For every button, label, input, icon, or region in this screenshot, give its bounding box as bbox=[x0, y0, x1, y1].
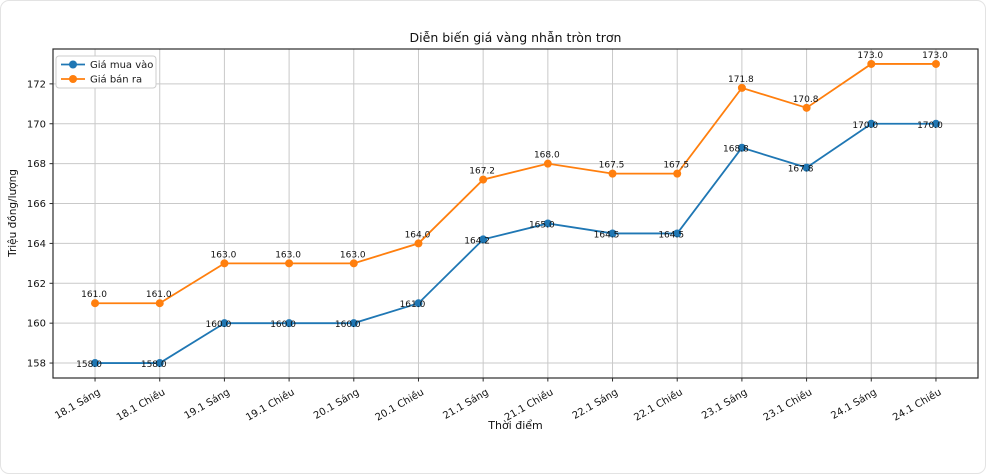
series-sell-line bbox=[91, 59, 940, 308]
svg-text:167.5: 167.5 bbox=[663, 161, 689, 171]
svg-text:Giá mua vào: Giá mua vào bbox=[90, 59, 153, 71]
svg-text:160.0: 160.0 bbox=[206, 320, 232, 330]
svg-text:163.0: 163.0 bbox=[211, 250, 237, 260]
svg-text:164: 164 bbox=[27, 239, 46, 250]
svg-text:19.1 Sáng: 19.1 Sáng bbox=[182, 386, 232, 422]
svg-text:167.8: 167.8 bbox=[788, 165, 814, 175]
svg-text:21.1 Sáng: 21.1 Sáng bbox=[441, 386, 491, 422]
chart-title: Diễn biến giá vàng nhẫn tròn trơn bbox=[409, 30, 622, 45]
svg-text:161.0: 161.0 bbox=[400, 300, 426, 310]
svg-text:158.0: 158.0 bbox=[141, 360, 167, 370]
data-point-marker bbox=[673, 169, 682, 178]
data-point-marker bbox=[673, 229, 682, 238]
svg-text:172: 172 bbox=[27, 79, 46, 90]
svg-text:164.0: 164.0 bbox=[405, 230, 431, 240]
data-point-marker bbox=[91, 359, 100, 368]
svg-text:170.8: 170.8 bbox=[793, 95, 819, 105]
data-point-marker bbox=[543, 159, 552, 168]
svg-text:23.1 Chiều: 23.1 Chiều bbox=[761, 386, 814, 423]
svg-text:160.0: 160.0 bbox=[270, 320, 296, 330]
svg-text:160.0: 160.0 bbox=[335, 320, 361, 330]
series-sell-value-labels: 161.0 161.0 163.0 163.0 163.0 164.0 167.2 168.0… bbox=[81, 51, 948, 300]
svg-text:158.0: 158.0 bbox=[76, 360, 102, 370]
svg-text:165.0: 165.0 bbox=[529, 220, 555, 230]
svg-text:19.1 Chiều: 19.1 Chiều bbox=[244, 386, 297, 423]
series-buy-value-labels: 158.0 158.0 160.0 160.0 160.0 161.0 164.2 165.0… bbox=[76, 121, 943, 370]
data-point-marker bbox=[220, 259, 229, 268]
data-point-marker bbox=[220, 319, 229, 328]
data-point-marker bbox=[737, 83, 746, 92]
svg-text:173.0: 173.0 bbox=[857, 51, 883, 61]
x-axis-ticks: 18.1 Sáng 18.1 Chiều 19.1 Sáng 19.1 Chiều 20… bbox=[53, 378, 944, 424]
svg-text:164.5: 164.5 bbox=[594, 230, 620, 240]
data-point-marker bbox=[479, 235, 488, 244]
svg-text:20.1 Chiều: 20.1 Chiều bbox=[373, 386, 426, 423]
svg-text:23.1 Sáng: 23.1 Sáng bbox=[700, 386, 750, 422]
svg-text:163.0: 163.0 bbox=[275, 250, 301, 260]
data-point-marker bbox=[931, 119, 940, 128]
svg-text:170: 170 bbox=[27, 119, 46, 130]
svg-text:166: 166 bbox=[27, 199, 46, 210]
svg-text:24.1 Chiều: 24.1 Chiều bbox=[891, 386, 944, 423]
legend-marker-icon bbox=[69, 60, 77, 69]
svg-text:164.2: 164.2 bbox=[464, 236, 490, 246]
svg-text:18.1 Chiều: 18.1 Chiều bbox=[114, 386, 167, 423]
svg-text:22.1 Chiều: 22.1 Chiều bbox=[632, 386, 685, 423]
legend-item: Giá mua vào bbox=[61, 59, 153, 71]
svg-text:Giá bán ra: Giá bán ra bbox=[90, 74, 142, 86]
data-point-marker bbox=[91, 299, 100, 308]
svg-text:161.0: 161.0 bbox=[81, 290, 107, 300]
svg-text:22.1 Sáng: 22.1 Sáng bbox=[570, 386, 620, 422]
svg-text:160: 160 bbox=[27, 319, 46, 330]
legend-item: Giá bán ra bbox=[61, 74, 142, 86]
data-point-marker bbox=[414, 299, 423, 308]
data-point-marker bbox=[155, 299, 164, 308]
data-point-marker bbox=[349, 259, 358, 268]
legend-marker-icon bbox=[69, 75, 77, 83]
data-point-marker bbox=[155, 359, 164, 368]
svg-text:167.5: 167.5 bbox=[599, 161, 625, 171]
svg-text:167.2: 167.2 bbox=[469, 167, 495, 177]
data-point-marker bbox=[802, 103, 811, 112]
data-point-marker bbox=[285, 259, 294, 268]
svg-text:170.0: 170.0 bbox=[852, 121, 878, 131]
svg-text:170.0: 170.0 bbox=[917, 121, 943, 131]
series-buy-line bbox=[91, 119, 940, 368]
data-point-marker bbox=[867, 119, 876, 128]
svg-text:18.1 Sáng: 18.1 Sáng bbox=[53, 386, 103, 422]
y-axis-ticks: 158 160 162 164 166 168 170 172 bbox=[27, 79, 53, 370]
svg-text:21.1 Chiều: 21.1 Chiều bbox=[503, 386, 556, 423]
data-point-marker bbox=[349, 319, 358, 328]
svg-text:168: 168 bbox=[27, 159, 46, 170]
legend: Giá mua vào Giá bán ra bbox=[55, 55, 157, 89]
svg-text:161.0: 161.0 bbox=[146, 290, 172, 300]
data-point-marker bbox=[543, 219, 552, 228]
data-point-marker bbox=[931, 59, 940, 68]
svg-text:24.1 Sáng: 24.1 Sáng bbox=[829, 386, 879, 422]
gridlines bbox=[53, 49, 978, 378]
data-point-marker bbox=[479, 175, 488, 184]
svg-text:164.5: 164.5 bbox=[658, 230, 684, 240]
svg-text:171.8: 171.8 bbox=[728, 75, 754, 85]
data-point-marker bbox=[608, 169, 617, 178]
data-point-marker bbox=[867, 59, 876, 68]
svg-text:163.0: 163.0 bbox=[340, 250, 366, 260]
data-point-marker bbox=[285, 319, 294, 328]
data-point-marker bbox=[414, 239, 423, 248]
svg-text:158: 158 bbox=[27, 359, 46, 370]
plot-frame bbox=[52, 48, 979, 379]
svg-text:168.8: 168.8 bbox=[723, 145, 749, 155]
svg-text:20.1 Sáng: 20.1 Sáng bbox=[311, 386, 361, 422]
x-axis-label: Thời điểm bbox=[488, 419, 543, 432]
data-point-marker bbox=[608, 229, 617, 238]
svg-text:162: 162 bbox=[27, 279, 46, 290]
data-point-marker bbox=[737, 143, 746, 152]
svg-text:168.0: 168.0 bbox=[534, 151, 560, 161]
data-point-marker bbox=[802, 163, 811, 172]
svg-text:173.0: 173.0 bbox=[922, 51, 948, 61]
